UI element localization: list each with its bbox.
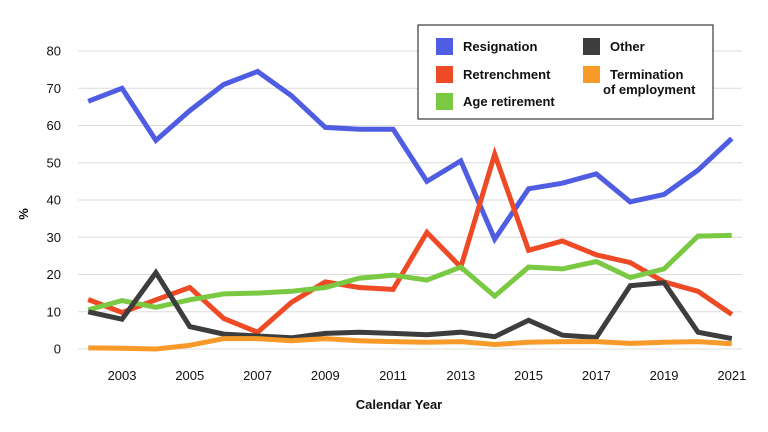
x-tick-label: 2003 bbox=[108, 368, 137, 383]
x-tick-label: 2009 bbox=[311, 368, 340, 383]
legend: Resignation Retrenchment Age retirement Oth… bbox=[417, 24, 714, 120]
y-tick-label: 10 bbox=[47, 304, 61, 319]
y-tick-label: 50 bbox=[47, 155, 61, 170]
x-tick-label: 2017 bbox=[582, 368, 611, 383]
legend-swatch bbox=[583, 38, 600, 55]
series-line-termination-of-employment bbox=[88, 336, 732, 352]
x-axis: 2003 2005 2007 2009 2011 2013 2015 2017 2019 2021 bbox=[108, 368, 747, 383]
legend-label-line: Termination bbox=[610, 67, 683, 82]
legend-swatch bbox=[436, 93, 453, 110]
x-tick-label: 2007 bbox=[243, 368, 272, 383]
x-axis-title: Calendar Year bbox=[356, 397, 442, 412]
legend-box bbox=[417, 24, 714, 120]
legend-label: Retrenchment bbox=[463, 67, 551, 82]
y-tick-label: 30 bbox=[47, 230, 61, 245]
legend-label-line: of employment bbox=[603, 82, 696, 97]
series-line-age-retirement bbox=[87, 232, 732, 313]
x-tick-label: 2011 bbox=[379, 368, 407, 383]
gridlines bbox=[78, 50, 742, 350]
x-tick-label: 2015 bbox=[514, 368, 543, 383]
legend-swatch bbox=[583, 66, 600, 83]
legend-swatch bbox=[436, 66, 453, 83]
series-line-retrenchment bbox=[87, 146, 734, 336]
y-tick-label: 70 bbox=[47, 81, 61, 96]
x-tick-label: 2005 bbox=[175, 368, 204, 383]
series-line-resignation bbox=[87, 68, 734, 245]
y-tick-label: 40 bbox=[47, 193, 61, 208]
x-tick-label: 2021 bbox=[717, 368, 746, 383]
y-axis: 0 10 20 30 40 50 60 70 80 bbox=[47, 44, 61, 357]
y-axis-title: % bbox=[16, 208, 31, 220]
legend-label: Other bbox=[610, 39, 645, 54]
y-tick-label: 20 bbox=[47, 267, 61, 282]
legend-label: Resignation bbox=[463, 39, 537, 54]
y-tick-label: 60 bbox=[47, 118, 61, 133]
x-tick-label: 2013 bbox=[446, 368, 475, 383]
y-tick-label: 0 bbox=[54, 342, 61, 357]
series-line-other bbox=[87, 268, 733, 342]
legend-swatch bbox=[436, 38, 453, 55]
series-lines bbox=[87, 68, 734, 352]
y-tick-label: 80 bbox=[47, 44, 61, 59]
legend-label: Age retirement bbox=[463, 94, 555, 109]
x-tick-label: 2019 bbox=[650, 368, 679, 383]
legend-label: Termination of employment bbox=[603, 67, 696, 97]
